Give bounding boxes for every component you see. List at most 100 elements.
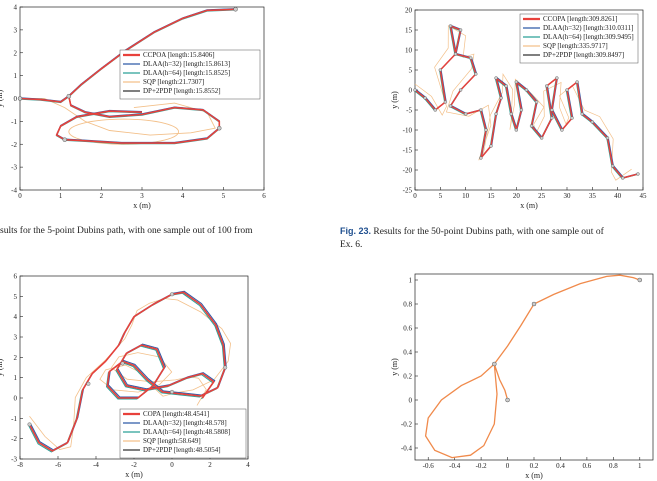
waypoint-marker: [169, 389, 174, 394]
x-tick-label: -0.4: [449, 462, 461, 470]
y-tick-label: -1: [11, 415, 17, 423]
caption-top-right-cont-text: Ex. 6.: [340, 240, 363, 250]
legend-label-dlaa64: DLAA(h=64) [length:309.9495]: [543, 33, 634, 41]
x-tick-label: 10: [462, 192, 470, 200]
x-tick-label: 35: [589, 192, 597, 200]
y-tick-label: -5: [406, 107, 412, 115]
waypoint-marker: [555, 76, 559, 80]
chart-50-point-dubins-svg: 0 5 10 15 20 25 30 35 40 45 -25 -20 -15 -10 -5 0 5 10 15 20…: [390, 7, 647, 211]
chart-bottom-left-svg: -8 -6 -4 -2 0 2 4 -3 -2 -1 0 1 2 3 4 5 6 x (m) y (m) COPA […: [0, 273, 250, 480]
x-tick-label: -4: [93, 461, 99, 469]
series-ccpoa: [19, 8, 236, 103]
waypoint-marker: [524, 88, 529, 92]
waypoint-marker: [621, 176, 625, 180]
y-axis-label: y (m): [390, 358, 399, 376]
waypoint-marker: [17, 96, 23, 101]
waypoint-marker: [217, 125, 222, 131]
x-tick-label: 30: [564, 192, 572, 200]
waypoint-marker: [463, 112, 468, 116]
waypoint-marker: [494, 76, 498, 80]
waypoint-marker: [479, 156, 483, 160]
y-tick-label: 15: [405, 27, 413, 35]
x-tick-label: 2: [208, 461, 212, 469]
y-axis-label: y (m): [390, 91, 399, 109]
x-tick-label: 0: [506, 462, 510, 470]
legend-label-ccpoa: COPA [length:48.4541]: [143, 410, 209, 418]
x-tick-label: 1: [59, 192, 63, 200]
waypoint-marker: [120, 361, 125, 366]
series-ccpoa-seg2: [55, 96, 221, 144]
y-tick-label: 0.6: [403, 325, 412, 333]
legend-label-ccpoa: CCOPA [length:309.8261]: [543, 15, 617, 23]
y-tick-label: -25: [403, 187, 413, 195]
waypoint-marker: [545, 84, 549, 88]
legend-label-dlaa32: DLAA(h=32) [length:310.0311]: [543, 24, 633, 32]
waypoint-marker: [590, 120, 595, 124]
waypoint-marker: [575, 80, 579, 84]
waypoint-marker: [223, 365, 228, 370]
y-tick-label: 2: [14, 49, 18, 57]
legend-label-ccpoa: CCPOA [length:15.8406]: [143, 51, 215, 59]
caption-top-left-text: sults for the 5-point Dubins path, with …: [0, 226, 253, 236]
chart-bottom-right-svg: -0.6 -0.4 -0.2 0 0.2 0.4 0.6 0.8 1 -0.4 -0.2 0 0.2 0.…: [390, 273, 654, 480]
chart-bottom-right: -0.6 -0.4 -0.2 0 0.2 0.4 0.6 0.8 1 -0.4 -0.2 0 0.2 0.…: [380, 268, 657, 481]
y-tick-label: 3: [14, 26, 18, 34]
series-dlaa64-seg2: [55, 96, 220, 145]
legend-label-dp2pdp: DP+2PDP [length:15.8552]: [143, 87, 221, 95]
x-tick-label: 0: [413, 192, 417, 200]
waypoint-marker: [448, 104, 453, 108]
waypoint-marker: [565, 88, 569, 92]
waypoint-marker: [474, 72, 478, 76]
waypoint-marker: [438, 68, 443, 72]
waypoint-marker: [62, 137, 67, 142]
waypoint-marker: [494, 112, 498, 116]
y-tick-label: -2: [11, 435, 17, 443]
chart-50-point-dubins: 0 5 10 15 20 25 30 35 40 45 -25 -20 -15 -10 -5 0 5 10 15 20…: [380, 0, 657, 215]
y-tick-label: -0.2: [401, 421, 413, 429]
waypoint-marker: [605, 136, 610, 140]
y-tick-label: 6: [14, 273, 18, 281]
waypoint-marker: [570, 116, 574, 120]
x-tick-label: 1: [638, 462, 642, 470]
y-tick-label: 1: [409, 277, 413, 285]
y-tick-label: 0.2: [403, 373, 412, 381]
plot-frame: [414, 9, 644, 191]
x-tick-label: -0.6: [423, 462, 435, 470]
waypoint-marker: [550, 108, 554, 112]
y-tick-label: 1: [14, 374, 18, 382]
x-tick-label: 2: [100, 192, 104, 200]
series-ccpoa: [414, 25, 639, 179]
waypoint-marker: [469, 56, 473, 60]
legend-label-dlaa64: DLAA(h=64) [length:48.5808]: [143, 428, 230, 436]
waypoint-marker: [550, 116, 554, 120]
x-tick-label: -2: [131, 461, 137, 469]
waypoint-marker: [499, 96, 503, 100]
waypoint-marker: [580, 112, 584, 116]
x-axis-label: x (m): [520, 201, 538, 210]
x-tick-label: 40: [614, 192, 622, 200]
waypoint-marker: [505, 397, 510, 403]
waypoint-marker: [448, 24, 453, 28]
y-tick-label: -2: [11, 141, 17, 149]
waypoint-marker: [539, 136, 544, 140]
x-tick-label: 6: [262, 192, 266, 200]
legend-box: [119, 408, 247, 459]
waypoint-marker: [86, 381, 91, 386]
y-tick-label: -15: [403, 147, 413, 155]
x-tick-label: 0: [170, 461, 174, 469]
waypoint-marker: [413, 88, 417, 92]
y-tick-label: -3: [11, 164, 17, 172]
legend-label-sqp: SQP [length:58.649]: [143, 437, 201, 445]
waypoint-marker: [27, 422, 32, 427]
y-axis-label: y (m): [0, 358, 4, 376]
x-axis-label: x (m): [133, 201, 151, 210]
waypoint-marker: [453, 52, 458, 56]
y-tick-label: 1: [14, 72, 18, 80]
waypoint-marker: [504, 84, 508, 88]
waypoint-marker: [489, 144, 493, 148]
y-axis-label: y (m): [0, 89, 4, 107]
legend-box: [119, 49, 261, 100]
y-tick-label: 0: [14, 95, 18, 103]
y-tick-label: -1: [11, 118, 17, 126]
x-tick-label: 3: [140, 192, 144, 200]
